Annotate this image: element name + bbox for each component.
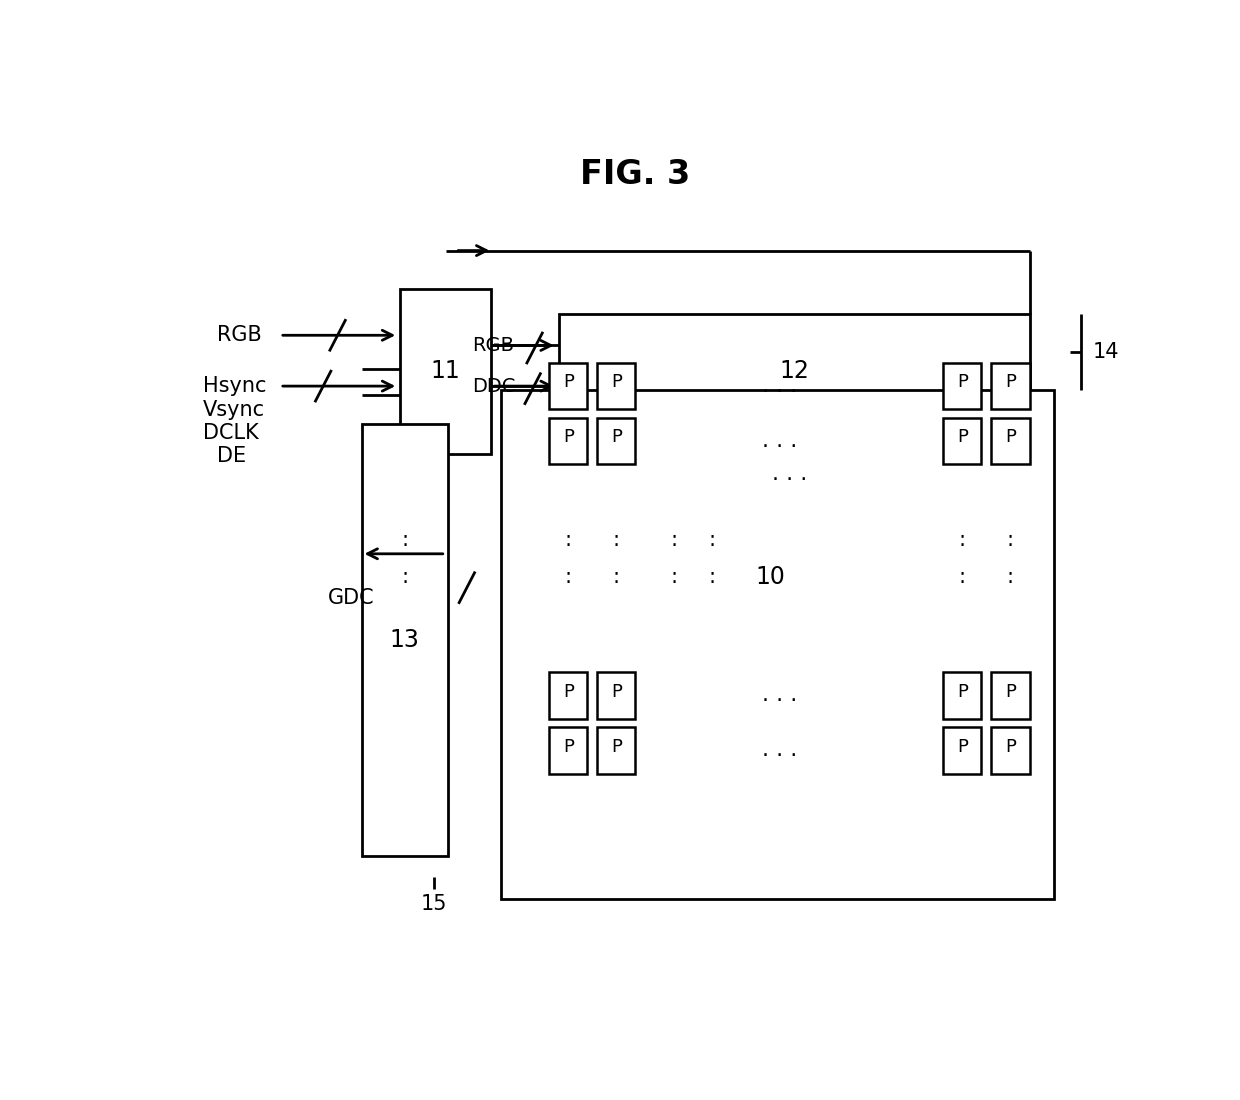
Text: :: : xyxy=(1007,566,1014,586)
Text: . . .: . . . xyxy=(771,464,807,484)
Text: P: P xyxy=(1004,682,1016,701)
Bar xyxy=(549,727,588,773)
Text: P: P xyxy=(611,682,621,701)
Bar xyxy=(942,363,982,409)
Text: :: : xyxy=(959,566,966,586)
Text: 13: 13 xyxy=(389,628,420,652)
Text: :: : xyxy=(613,566,620,586)
Text: P: P xyxy=(563,428,574,447)
Text: . . .: . . . xyxy=(763,431,797,451)
Text: Hsync: Hsync xyxy=(203,376,267,396)
Text: :: : xyxy=(564,566,572,586)
Text: RGB: RGB xyxy=(472,336,515,355)
Text: 12: 12 xyxy=(779,360,808,383)
Text: 15: 15 xyxy=(420,894,446,914)
Text: :: : xyxy=(709,530,715,550)
Text: RGB: RGB xyxy=(217,326,262,345)
Bar xyxy=(596,363,635,409)
Text: P: P xyxy=(1004,373,1016,392)
Text: . . .: . . . xyxy=(763,376,797,396)
Text: :: : xyxy=(959,530,966,550)
Text: DE: DE xyxy=(217,446,247,465)
Bar xyxy=(501,390,1054,899)
Text: :: : xyxy=(671,566,677,586)
Text: :: : xyxy=(671,530,677,550)
Bar xyxy=(549,672,588,718)
Bar xyxy=(942,727,982,773)
Text: DDC: DDC xyxy=(472,376,516,396)
Text: P: P xyxy=(611,738,621,756)
Text: :: : xyxy=(564,530,572,550)
Text: P: P xyxy=(957,428,967,447)
Text: :: : xyxy=(709,566,715,586)
Text: :: : xyxy=(402,566,408,586)
Text: P: P xyxy=(563,682,574,701)
Text: :: : xyxy=(402,530,408,550)
Text: . . .: . . . xyxy=(763,740,797,760)
Bar xyxy=(596,727,635,773)
Text: 10: 10 xyxy=(755,564,785,589)
Text: P: P xyxy=(611,428,621,447)
Bar xyxy=(549,418,588,464)
Bar xyxy=(558,315,1029,428)
Text: P: P xyxy=(563,373,574,392)
Text: P: P xyxy=(563,738,574,756)
Text: P: P xyxy=(611,373,621,392)
Text: Vsync: Vsync xyxy=(203,399,265,420)
Text: P: P xyxy=(1004,428,1016,447)
Text: :: : xyxy=(613,530,620,550)
Bar xyxy=(549,363,588,409)
Bar xyxy=(991,672,1029,718)
Text: P: P xyxy=(1004,738,1016,756)
Bar xyxy=(991,363,1029,409)
Bar xyxy=(942,672,982,718)
Bar xyxy=(596,418,635,464)
Bar xyxy=(362,425,448,856)
Text: P: P xyxy=(957,738,967,756)
Text: . . .: . . . xyxy=(763,685,797,705)
Text: DCLK: DCLK xyxy=(203,422,259,442)
Text: FIG. 3: FIG. 3 xyxy=(580,158,691,191)
Bar xyxy=(991,418,1029,464)
Bar xyxy=(942,418,982,464)
Text: GDC: GDC xyxy=(327,587,374,608)
Bar xyxy=(991,727,1029,773)
Text: 11: 11 xyxy=(430,360,460,383)
Text: P: P xyxy=(957,373,967,392)
Text: P: P xyxy=(957,682,967,701)
Text: 14: 14 xyxy=(1092,342,1120,362)
Text: :: : xyxy=(1007,530,1014,550)
Bar xyxy=(596,672,635,718)
Bar xyxy=(401,288,491,454)
